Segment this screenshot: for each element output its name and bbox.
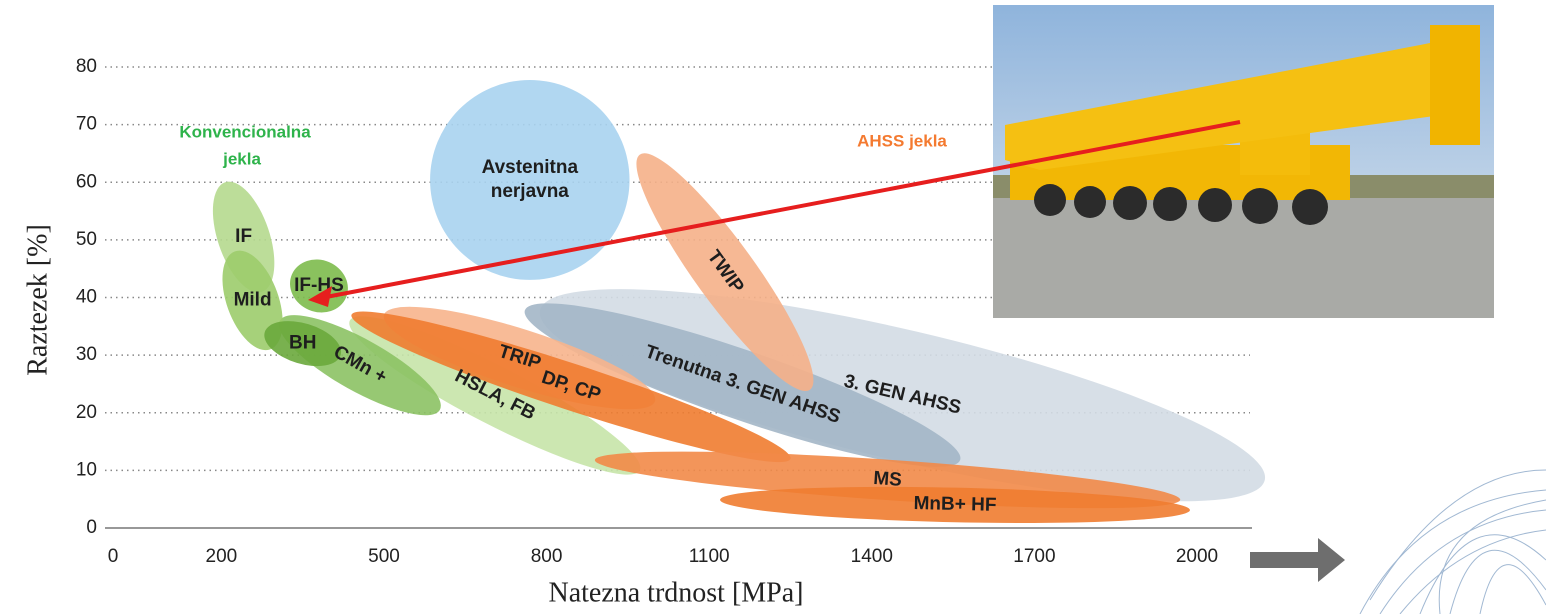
region-label-line: Avstenitna — [482, 157, 579, 178]
region-label: BH — [289, 333, 316, 354]
x-tick-label: 200 — [206, 546, 238, 567]
x-tick-label: 1100 — [689, 546, 730, 567]
y-tick-label: 60 — [76, 171, 97, 192]
region-label: IF — [235, 226, 252, 247]
region-label: IF-HS — [294, 275, 344, 296]
region-label: MS — [873, 468, 903, 491]
x-axis-title: Natezna trdnost [MPa] — [548, 577, 803, 608]
region-label: MnB+ HF — [913, 493, 996, 516]
region — [430, 80, 629, 280]
axis-arrow — [1250, 538, 1345, 582]
y-tick-label: 20 — [76, 402, 97, 423]
x-tick-label: 0 — [108, 546, 119, 567]
logo-decoration — [1360, 470, 1546, 614]
photo — [993, 5, 1494, 318]
y-tick-label: 70 — [76, 114, 97, 135]
y-axis-title: Raztezek [%] — [22, 224, 53, 376]
y-tick-label: 10 — [76, 459, 97, 480]
annotation: Konvencionalna — [179, 122, 311, 141]
y-tick-label: 80 — [76, 56, 97, 77]
x-tick-label: 500 — [368, 546, 400, 567]
x-tick-label: 800 — [531, 546, 563, 567]
x-tick-label: 1400 — [851, 546, 893, 567]
y-tick-label: 30 — [76, 344, 97, 365]
x-tick-label: 1700 — [1013, 546, 1055, 567]
annotation: jekla — [222, 149, 261, 168]
y-tick-label: 50 — [76, 229, 97, 250]
x-tick-label: 2000 — [1176, 546, 1218, 567]
y-tick-label: 40 — [76, 287, 97, 308]
annotation: AHSS jekla — [857, 131, 947, 150]
region-label-line: nerjavna — [491, 181, 570, 202]
chart: 0102030405060708002005008001100140017002… — [0, 0, 1546, 614]
y-tick-label: 0 — [86, 517, 97, 538]
region-label: Mild — [234, 289, 272, 310]
